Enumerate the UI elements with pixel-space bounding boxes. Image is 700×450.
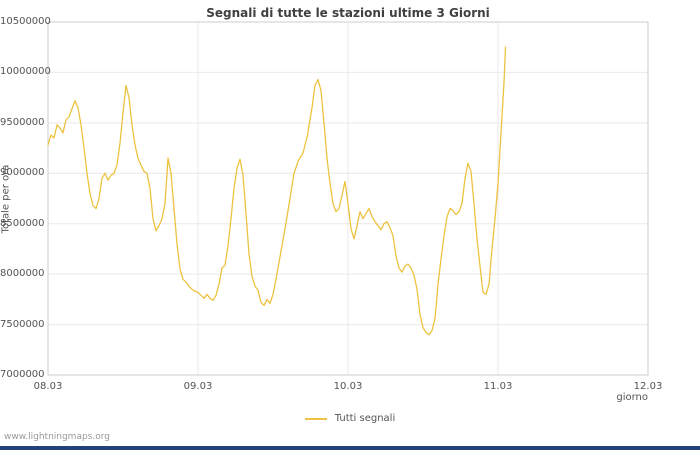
legend-line-swatch: [304, 417, 327, 420]
y-tick-label: 7500000: [0, 318, 45, 330]
x-tick-label: 10.03: [333, 381, 363, 392]
legend-label: Tutti segnali: [334, 413, 396, 424]
x-tick-label: 11.03: [483, 381, 513, 392]
y-tick-label: 10500000: [0, 16, 51, 27]
y-tick-label: 8000000: [0, 268, 45, 280]
footer-bar: [0, 446, 700, 450]
watermark-link[interactable]: www.lightningmaps.org: [4, 432, 110, 442]
x-tick-label: 08.03: [33, 381, 63, 392]
y-tick-label: 9000000: [0, 167, 45, 179]
y-tick-label: 7000000: [0, 369, 45, 380]
x-tick-label: 09.03: [183, 381, 213, 392]
x-tick-label: 12.03: [633, 381, 663, 392]
legend: Tutti segnali: [0, 413, 700, 424]
y-tick-label: 9500000: [0, 116, 45, 128]
chart-title: Segnali di tutte le stazioni ultime 3 Gi…: [206, 6, 490, 20]
y-tick-label: 8500000: [0, 217, 45, 229]
x-axis-title: giorno: [616, 392, 648, 403]
y-tick-label: 10000000: [0, 66, 51, 78]
y-axis-title: Totale per ora: [0, 164, 12, 234]
